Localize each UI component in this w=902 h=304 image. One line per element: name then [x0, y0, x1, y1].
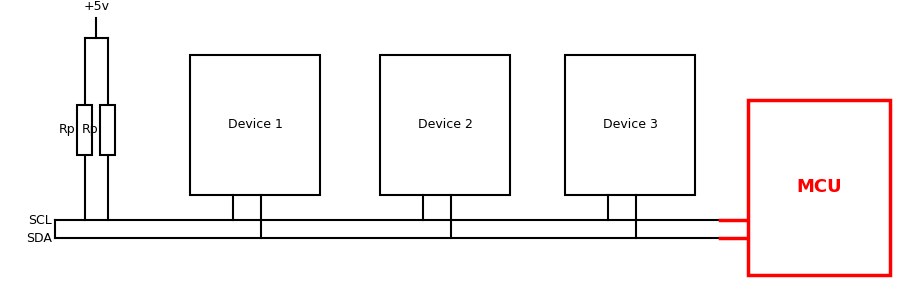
Bar	[380, 55, 510, 195]
Text: SCL: SCL	[28, 213, 52, 226]
Text: Device 2: Device 2	[417, 119, 472, 132]
Text: MCU: MCU	[796, 178, 841, 196]
Text: Device 3: Device 3	[602, 119, 657, 132]
Bar	[189, 55, 319, 195]
Bar	[565, 55, 695, 195]
Text: SDA: SDA	[26, 232, 52, 244]
Bar	[100, 105, 115, 155]
Text: Rp: Rp	[82, 123, 98, 136]
Bar	[747, 100, 889, 275]
Bar	[78, 105, 92, 155]
Text: Rp: Rp	[59, 123, 76, 136]
Text: +5v: +5v	[83, 0, 109, 13]
Text: Device 1: Device 1	[227, 119, 282, 132]
